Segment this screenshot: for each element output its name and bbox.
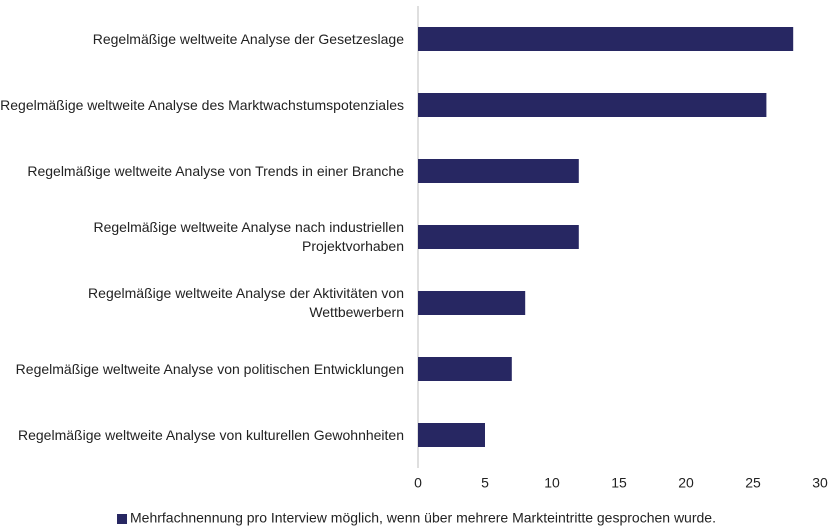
legend-swatch xyxy=(117,514,128,524)
category-label-box: Regelmäßige weltweite Analyse der Aktivi… xyxy=(88,285,404,320)
category-label-box: Regelmäßige weltweite Analyse der Gesetz… xyxy=(92,30,404,47)
x-tick-label: 5 xyxy=(481,475,489,491)
category-label-box: Regelmäßige weltweite Analyse von Trends… xyxy=(27,162,404,179)
x-tick-label: 15 xyxy=(611,475,627,491)
category-label: Regelmäßige weltweite Analyse nach indus… xyxy=(93,219,404,254)
x-tick-label: 20 xyxy=(678,475,694,491)
bar xyxy=(418,291,526,315)
bar xyxy=(418,27,794,51)
category-label: Regelmäßige weltweite Analyse von politi… xyxy=(15,360,404,377)
category-label-box: Regelmäßige weltweite Analyse von politi… xyxy=(15,360,404,377)
category-label: Regelmäßige weltweite Analyse von kultur… xyxy=(18,426,404,443)
category-label-box: Regelmäßige weltweite Analyse nach indus… xyxy=(93,219,404,254)
category-label: Regelmäßige weltweite Analyse der Gesetz… xyxy=(92,30,404,47)
legend-label: Mehrfachnennung pro Interview möglich, w… xyxy=(130,510,716,526)
bar xyxy=(418,159,579,183)
bar xyxy=(418,423,485,447)
x-tick-label: 10 xyxy=(544,475,560,491)
category-label: Regelmäßige weltweite Analyse des Marktw… xyxy=(0,96,404,113)
category-label-box: Regelmäßige weltweite Analyse des Marktw… xyxy=(0,96,404,113)
x-tick-label: 30 xyxy=(812,475,828,491)
bar xyxy=(418,93,767,117)
bar xyxy=(418,357,512,381)
category-label: Regelmäßige weltweite Analyse von Trends… xyxy=(27,162,404,179)
category-label-box: Regelmäßige weltweite Analyse von kultur… xyxy=(18,426,404,443)
x-tick-label: 25 xyxy=(745,475,761,491)
bar xyxy=(418,225,579,249)
category-label: Regelmäßige weltweite Analyse der Aktivi… xyxy=(88,285,404,320)
x-tick-label: 0 xyxy=(414,475,422,491)
